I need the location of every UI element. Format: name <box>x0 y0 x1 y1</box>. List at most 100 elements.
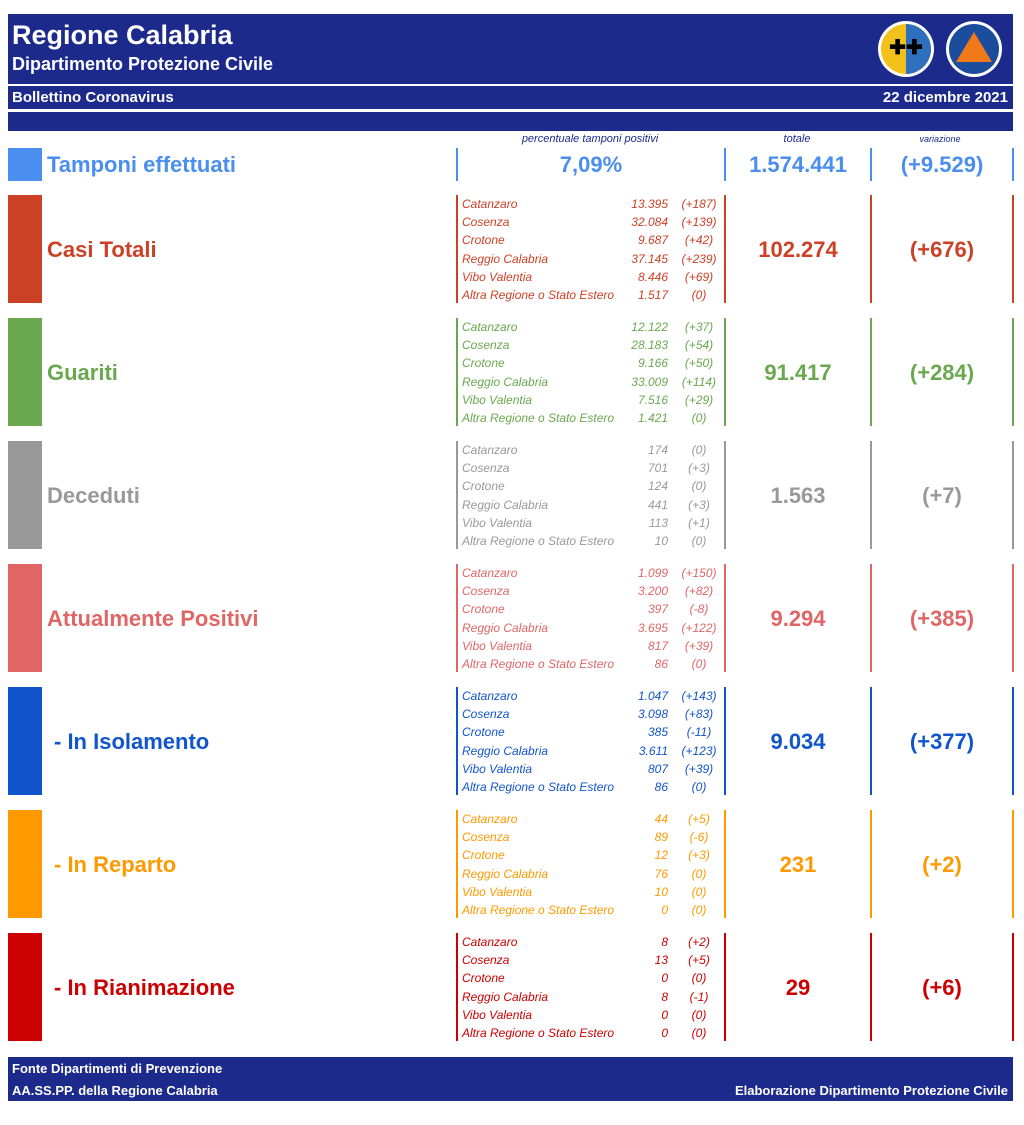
color-block <box>8 441 42 549</box>
province-value: 3.098 <box>637 707 668 722</box>
province-value: 13.395 <box>631 197 668 211</box>
province-name: Cosenza <box>462 584 510 599</box>
province-name: Cosenza <box>462 830 510 845</box>
province-name: Crotone <box>462 971 505 986</box>
tests-total: 1.574.441 <box>749 152 847 177</box>
province-name: Reggio Calabria <box>462 620 549 635</box>
date: 22 dicembre 2021 <box>882 89 1008 106</box>
province-value: 0 <box>661 903 668 917</box>
province-change: (0) <box>691 479 707 494</box>
province-value: 1.047 <box>637 689 668 703</box>
divider <box>724 195 726 303</box>
svg-text:✚✚: ✚✚ <box>889 37 923 59</box>
section-label: Casi Totali <box>47 237 157 262</box>
province-change: (+29) <box>684 392 714 407</box>
province-name: Vibo Valentia <box>462 761 533 776</box>
province-value: 13 <box>654 953 668 968</box>
divider <box>870 810 872 918</box>
section-label: Attualmente Positivi <box>47 606 259 631</box>
section-variation: (+284) <box>909 360 975 385</box>
province-change: (+82) <box>684 584 714 599</box>
province-value: 8 <box>661 989 668 1004</box>
footer-line: Fonte Dipartimenti di Prevenzione <box>12 1061 223 1076</box>
province-value: 397 <box>647 602 668 617</box>
province-value: 385 <box>647 725 668 740</box>
divider <box>724 148 726 181</box>
divider <box>724 318 726 426</box>
header-variation: variazione <box>919 134 961 144</box>
province-name: Reggio Calabria <box>462 989 549 1004</box>
province-value: 9.166 <box>637 356 668 371</box>
province-value: 701 <box>647 461 668 476</box>
divider <box>870 564 872 672</box>
color-block <box>8 810 42 918</box>
province-value: 12.122 <box>631 320 668 334</box>
province-change: (+2) <box>688 935 710 949</box>
divider <box>1012 810 1014 918</box>
divider <box>456 564 458 672</box>
province-name: Crotone <box>462 602 505 617</box>
province-name: Cosenza <box>462 707 510 722</box>
province-name: Vibo Valentia <box>462 1007 533 1022</box>
province-value: 1.517 <box>637 288 668 302</box>
divider <box>1012 195 1014 303</box>
section-total: 91.417 <box>764 360 832 385</box>
province-value: 28.183 <box>631 338 668 353</box>
province-name: Catanzaro <box>462 443 518 457</box>
province-change: (-6) <box>689 830 709 845</box>
divider <box>870 195 872 303</box>
divider <box>1012 148 1014 181</box>
divider <box>870 148 872 181</box>
section-total: 29 <box>785 975 811 1000</box>
province-change: (+123) <box>681 743 717 758</box>
color-block <box>8 687 42 795</box>
section-label: - In Rianimazione <box>54 975 235 1000</box>
province-name: Reggio Calabria <box>462 251 549 266</box>
province-name: Reggio Calabria <box>462 866 549 881</box>
province-change: (+54) <box>684 338 714 353</box>
province-name: Cosenza <box>462 338 510 353</box>
province-name: Vibo Valentia <box>462 884 533 899</box>
province-change: (+5) <box>688 953 710 968</box>
province-change: (+39) <box>684 638 714 653</box>
province-value: 1.099 <box>637 566 668 580</box>
divider <box>456 687 458 795</box>
section-variation: (+385) <box>909 606 975 631</box>
province-value: 12 <box>654 848 668 863</box>
divider <box>1012 564 1014 672</box>
province-change: (+3) <box>688 461 710 476</box>
province-value: 1.421 <box>637 411 668 425</box>
province-value: 9.687 <box>637 233 668 248</box>
province-value: 8 <box>661 935 668 949</box>
section-label: Deceduti <box>47 483 140 508</box>
province-name: Catanzaro <box>462 689 518 703</box>
divider <box>870 687 872 795</box>
province-value: 86 <box>654 780 668 794</box>
section-total: 9.294 <box>770 606 826 631</box>
province-change: (+39) <box>684 761 714 776</box>
title: Regione Calabria <box>12 20 233 50</box>
separator-band <box>8 112 1013 131</box>
province-value: 441 <box>647 497 668 512</box>
section-variation: (+676) <box>909 237 975 262</box>
divider <box>456 441 458 549</box>
province-value: 37.145 <box>631 251 668 266</box>
province-name: Catanzaro <box>462 320 518 334</box>
province-change: (+37) <box>684 320 714 334</box>
province-name: Crotone <box>462 848 505 863</box>
province-name: Catanzaro <box>462 935 518 949</box>
province-value: 3.200 <box>637 584 668 599</box>
province-change: (0) <box>691 1026 707 1040</box>
province-change: (+122) <box>681 620 717 635</box>
province-change: (0) <box>691 1007 707 1022</box>
province-change: (+69) <box>684 269 714 284</box>
province-change: (-11) <box>686 725 712 740</box>
divider <box>724 933 726 1041</box>
province-value: 8.446 <box>637 269 668 284</box>
divider <box>456 810 458 918</box>
province-name: Altra Regione o Stato Estero <box>462 780 615 794</box>
province-name: Altra Regione o Stato Estero <box>462 411 615 425</box>
divider <box>1012 441 1014 549</box>
province-name: Altra Regione o Stato Estero <box>462 288 615 302</box>
